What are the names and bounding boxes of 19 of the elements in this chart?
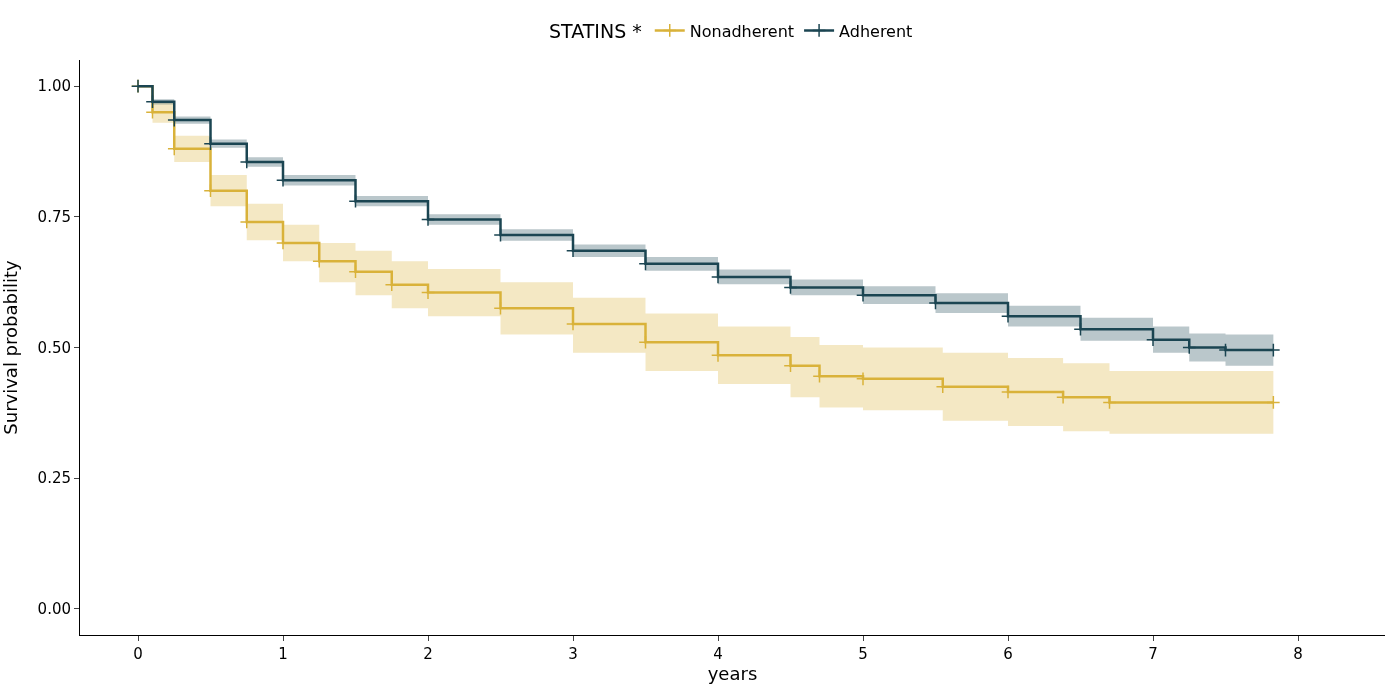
x-axis-title: years — [707, 663, 758, 684]
x-tick-label: 6 — [1003, 645, 1013, 663]
y-tick-label: 1.00 — [37, 77, 71, 96]
legend-label: Nonadherent — [689, 21, 795, 41]
x-tick-label: 5 — [858, 645, 868, 663]
x-tick-label: 2 — [423, 645, 433, 663]
y-tick-label: 0.50 — [37, 338, 71, 357]
legend-title: STATINS * — [549, 20, 642, 43]
y-tick-label: 0.75 — [37, 208, 71, 227]
y-tick-label: 0.25 — [37, 469, 71, 488]
y-tick-label: 0.00 — [37, 600, 71, 619]
x-tick-label: 0 — [133, 645, 143, 663]
x-tick-label: 3 — [568, 645, 578, 663]
legend-label: Adherent — [839, 21, 913, 41]
x-tick-label: 4 — [713, 645, 723, 663]
x-tick-label: 7 — [1148, 645, 1158, 663]
x-tick-label: 8 — [1293, 645, 1303, 663]
y-axis-title: Survival probability — [0, 259, 21, 435]
x-tick-label: 1 — [278, 645, 288, 663]
